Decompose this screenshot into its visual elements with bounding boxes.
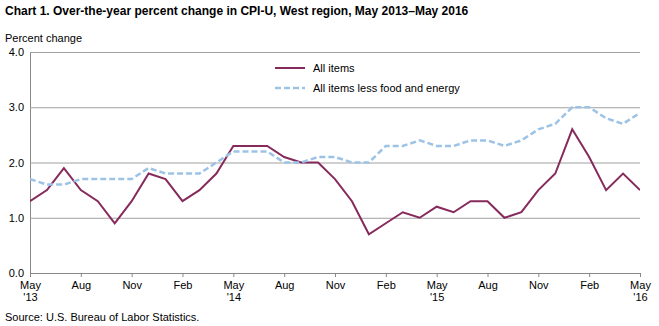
x-tick: Nov — [529, 273, 549, 291]
grid-line — [30, 163, 640, 164]
x-tick: May'13 — [20, 273, 41, 303]
x-tick-mark — [589, 273, 590, 277]
chart: Chart 1. Over-the-year percent change in… — [0, 0, 659, 326]
y-tick-label: 1.0 — [9, 212, 24, 224]
x-tick-mark — [81, 273, 82, 277]
x-tick: Aug — [275, 273, 295, 291]
plot: 0.0 1.0 2.0 3.0 4.0 May'13 Aug Nov Feb May'14 Aug N… — [9, 46, 652, 303]
x-tick-label: Nov — [326, 279, 346, 291]
x-tick: May'15 — [427, 273, 448, 303]
x-tick-mark — [183, 273, 184, 277]
x-tick-mark — [386, 273, 387, 277]
x-axis: May'13 Aug Nov Feb May'14 Aug Nov Feb May'15 Aug N… — [20, 273, 651, 303]
y-tick: 4.0 — [9, 46, 640, 58]
legend-item: All items — [275, 62, 355, 74]
x-tick-mark — [488, 273, 489, 277]
grid-line — [30, 218, 640, 219]
x-tick-mark — [437, 273, 438, 277]
x-tick-mark — [30, 273, 31, 277]
x-tick-label: May'13 — [20, 279, 41, 303]
x-tick-label: May'15 — [427, 279, 448, 303]
x-tick-mark — [538, 273, 539, 277]
y-tick-label: 2.0 — [9, 157, 24, 169]
y-axis: 0.0 1.0 2.0 3.0 4.0 — [9, 46, 640, 279]
x-tick-label: Feb — [580, 279, 599, 291]
x-tick: Aug — [478, 273, 498, 291]
y-axis-title: Percent change — [5, 32, 82, 44]
x-tick-label: Nov — [122, 279, 142, 291]
x-tick-label: Aug — [478, 279, 498, 291]
series-group — [30, 107, 640, 234]
y-tick: 3.0 — [9, 101, 640, 113]
x-tick: Nov — [122, 273, 142, 291]
y-tick: 0.0 — [9, 267, 640, 279]
y-tick: 1.0 — [9, 212, 640, 224]
grid-line — [30, 52, 640, 53]
x-tick-mark — [233, 273, 234, 277]
x-tick-label: Feb — [377, 279, 396, 291]
legend-label: All items — [313, 62, 355, 74]
x-tick: Nov — [326, 273, 346, 291]
x-tick-label: May'16 — [630, 279, 651, 303]
grid-line — [30, 107, 640, 108]
x-tick-label: May'14 — [223, 279, 244, 303]
x-tick-label: Feb — [174, 279, 193, 291]
source: Source: U.S. Bureau of Labor Statistics. — [5, 311, 199, 323]
x-tick: Aug — [72, 273, 92, 291]
x-tick-mark — [132, 273, 133, 277]
x-tick-label: Nov — [529, 279, 549, 291]
x-tick: Feb — [174, 273, 193, 291]
y-tick: 2.0 — [9, 157, 640, 169]
legend-swatch — [275, 87, 305, 90]
x-tick: Feb — [580, 273, 599, 291]
legend-swatch — [275, 67, 305, 69]
legend: All items All items less food and energy — [275, 62, 460, 94]
series-line — [30, 129, 640, 234]
x-tick: May'14 — [223, 273, 244, 303]
y-tick-label: 3.0 — [9, 101, 24, 113]
x-tick-mark — [335, 273, 336, 277]
title: Chart 1. Over-the-year percent change in… — [5, 4, 469, 18]
y-tick-label: 0.0 — [9, 267, 24, 279]
series-line — [30, 107, 640, 184]
legend-label: All items less food and energy — [313, 82, 460, 94]
x-tick: Feb — [377, 273, 396, 291]
x-tick: May'16 — [630, 273, 651, 303]
y-tick-label: 4.0 — [9, 46, 24, 58]
x-tick-mark — [284, 273, 285, 277]
x-tick-label: Aug — [275, 279, 295, 291]
legend-item: All items less food and energy — [275, 82, 460, 94]
x-tick-mark — [640, 273, 641, 277]
x-tick-label: Aug — [72, 279, 92, 291]
